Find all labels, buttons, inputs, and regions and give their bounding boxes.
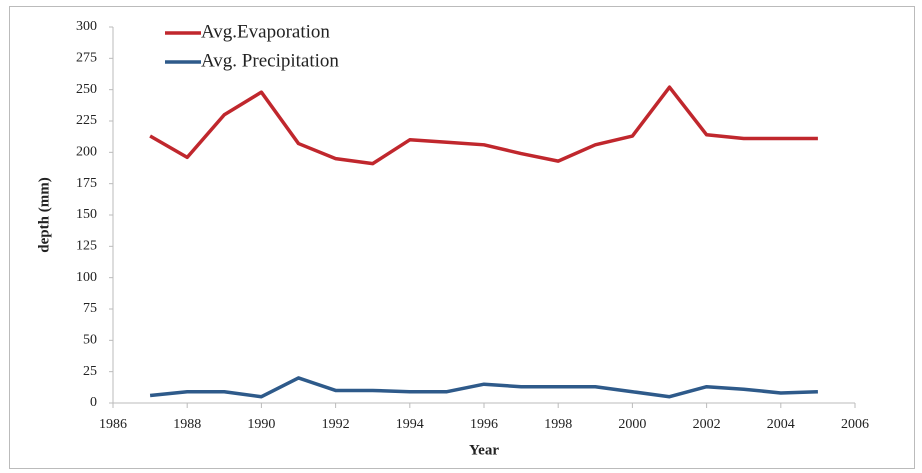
y-tick-label: 50 (83, 333, 97, 348)
x-tick-label: 2000 (618, 417, 646, 432)
x-tick-label: 1988 (173, 417, 201, 432)
x-tick-label: 1990 (247, 417, 275, 432)
x-axis-title: Year (469, 442, 499, 458)
y-tick-label: 175 (76, 176, 97, 191)
x-tick-label: 1996 (470, 417, 498, 432)
y-tick-label: 200 (76, 145, 97, 160)
y-tick-label: 150 (76, 207, 97, 222)
y-tick-label: 225 (76, 113, 97, 128)
x-tick-label: 2004 (767, 417, 795, 432)
series-line (149, 85, 818, 166)
y-tick-label: 25 (83, 364, 97, 379)
x-tick-label: 1994 (396, 417, 424, 432)
y-tick-label: 300 (76, 19, 97, 34)
y-tick-label: 125 (76, 239, 97, 254)
legend-label: Avg.Evaporation (201, 21, 330, 42)
legend-label: Avg. Precipitation (201, 50, 339, 71)
x-tick-label: 1992 (322, 417, 350, 432)
x-tick-label: 1998 (544, 417, 572, 432)
y-tick-label: 100 (76, 270, 97, 285)
y-tick-label: 275 (76, 51, 97, 66)
chart-frame (9, 6, 915, 469)
x-tick-label: 2002 (693, 417, 721, 432)
y-tick-label: 0 (90, 395, 97, 410)
y-tick-label: 75 (83, 301, 97, 316)
x-tick-label: 2006 (841, 417, 869, 432)
x-tick-label: 1986 (99, 417, 127, 432)
y-axis-title: depth (mm) (36, 177, 52, 252)
y-tick-label: 250 (76, 82, 97, 97)
series-line (149, 376, 818, 399)
